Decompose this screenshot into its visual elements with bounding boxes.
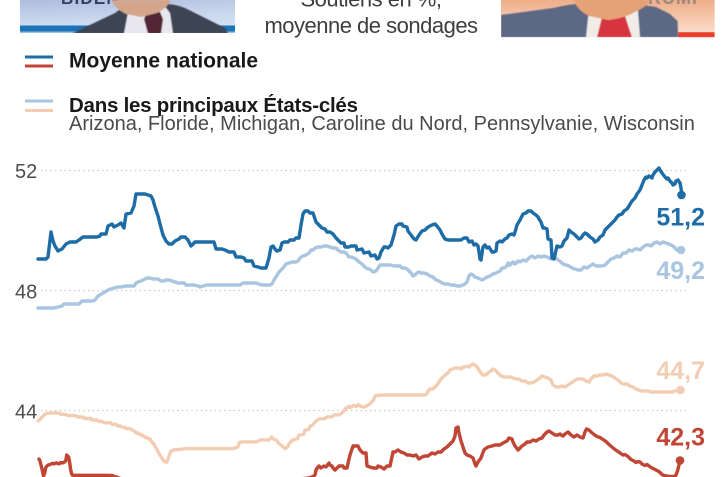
- svg-text:49,2: 49,2: [656, 257, 705, 285]
- svg-text:Soutiens en %,: Soutiens en %,: [301, 0, 442, 11]
- svg-text:TRUMP: TRUMP: [636, 0, 705, 8]
- svg-text:51,2: 51,2: [656, 204, 705, 232]
- svg-text:42,3: 42,3: [656, 424, 705, 452]
- svg-text:Arizona, Floride, Michigan, Ca: Arizona, Floride, Michigan, Caroline du …: [69, 113, 695, 135]
- svg-text:48: 48: [15, 282, 37, 304]
- svg-text:BIDEN: BIDEN: [61, 0, 120, 8]
- svg-text:52: 52: [15, 161, 37, 183]
- svg-text:44,7: 44,7: [656, 357, 705, 385]
- svg-text:Moyenne nationale: Moyenne nationale: [69, 50, 258, 73]
- svg-text:Dans les principaux États-clés: Dans les principaux États-clés: [69, 94, 358, 117]
- svg-text:moyenne de sondages: moyenne de sondages: [264, 13, 478, 38]
- svg-text:44: 44: [15, 402, 37, 424]
